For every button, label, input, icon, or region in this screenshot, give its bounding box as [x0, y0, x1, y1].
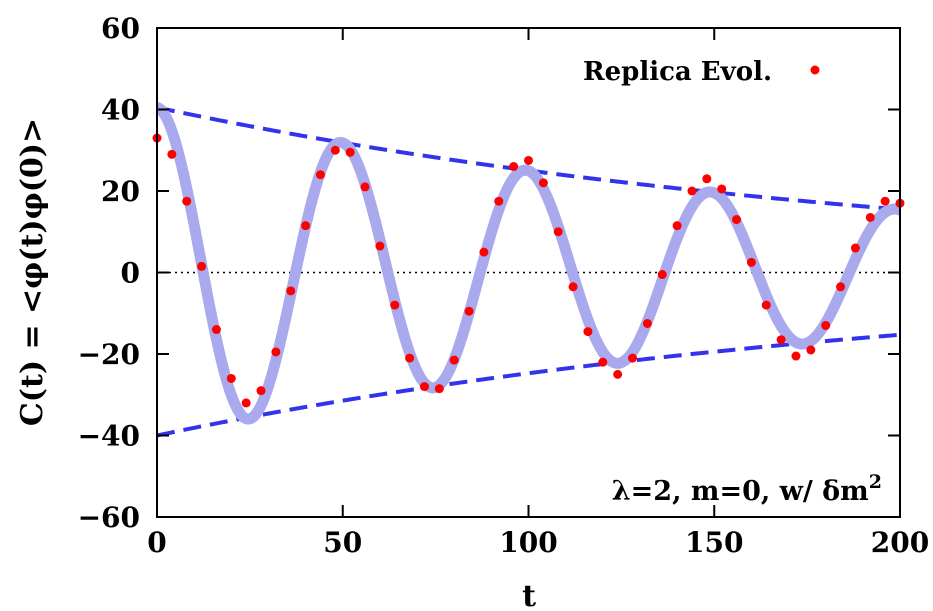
- data-point: [880, 196, 890, 206]
- curves-layer: [157, 101, 900, 438]
- data-point: [538, 178, 548, 188]
- y-tick-label: 20: [101, 175, 140, 208]
- legend-label-replica-evol: Replica Evol.: [583, 57, 772, 87]
- data-point: [732, 215, 742, 225]
- legend-marker-replica-evol: [810, 65, 820, 75]
- data-point: [167, 149, 177, 159]
- y-tick-label: −20: [78, 338, 140, 371]
- x-tick-label: 150: [685, 526, 743, 559]
- x-tick-label: 100: [499, 526, 557, 559]
- data-point: [553, 227, 563, 237]
- data-point: [419, 382, 429, 392]
- y-axis-label: C(t) = <φ(t)φ(0)>: [15, 118, 50, 426]
- data-point: [613, 369, 623, 379]
- data-point: [509, 162, 519, 172]
- y-tick-label: −40: [78, 420, 140, 453]
- x-tick-label: 200: [871, 526, 929, 559]
- y-tick-label: 40: [101, 94, 140, 127]
- ticks-layer: [157, 28, 900, 517]
- tick-labels-layer: 0 50 100 150 200 −60 −40 −20 0 20 40 60: [78, 12, 930, 559]
- data-point: [226, 373, 236, 383]
- data-point: [211, 325, 221, 335]
- data-point: [761, 300, 771, 310]
- data-point: [360, 182, 370, 192]
- data-point: [672, 221, 682, 231]
- data-point: [568, 282, 578, 292]
- data-point: [687, 186, 697, 196]
- data-point: [598, 357, 608, 367]
- data-point: [241, 398, 251, 408]
- y-tick-label: 60: [101, 12, 140, 45]
- series-3-dashed-line: [157, 332, 900, 438]
- parameter-annotation: λ=2, m=0, w/ δm2: [612, 471, 882, 507]
- x-tick-label: 50: [323, 526, 362, 559]
- data-point: [345, 147, 355, 157]
- data-point: [449, 355, 459, 365]
- legend: Replica Evol.: [583, 57, 820, 87]
- data-point: [494, 196, 504, 206]
- data-point: [434, 384, 444, 394]
- data-point: [479, 247, 489, 257]
- data-point: [702, 174, 712, 184]
- x-axis-label: t: [522, 579, 536, 611]
- data-point: [315, 170, 325, 180]
- data-point: [865, 212, 875, 222]
- data-point: [330, 145, 340, 155]
- annotation-superscript: 2: [869, 471, 882, 493]
- x-tick-label: 0: [147, 526, 166, 559]
- data-point: [850, 243, 860, 253]
- data-point: [197, 261, 207, 271]
- data-point: [182, 196, 192, 206]
- data-point: [628, 353, 638, 363]
- data-point: [746, 257, 756, 267]
- data-point: [791, 351, 801, 361]
- data-point: [583, 327, 593, 337]
- data-point: [821, 320, 831, 330]
- y-tick-label: 0: [121, 257, 140, 290]
- y-tick-label: −60: [78, 501, 140, 534]
- data-point: [405, 353, 415, 363]
- series-1-thick-line: [157, 101, 900, 425]
- data-point: [464, 306, 474, 316]
- data-point: [836, 282, 846, 292]
- data-point: [271, 347, 281, 357]
- data-point: [806, 345, 816, 355]
- data-point: [642, 318, 652, 328]
- data-point: [301, 221, 311, 231]
- data-point: [256, 386, 266, 396]
- data-point: [286, 286, 296, 296]
- data-point: [776, 335, 786, 345]
- annotation-main: λ=2, m=0, w/ δm: [612, 476, 869, 507]
- data-point: [390, 300, 400, 310]
- data-point: [375, 241, 385, 251]
- data-point: [524, 155, 533, 165]
- data-point: [717, 184, 727, 194]
- data-point: [657, 270, 667, 280]
- series-2-dashed-line: [157, 105, 900, 212]
